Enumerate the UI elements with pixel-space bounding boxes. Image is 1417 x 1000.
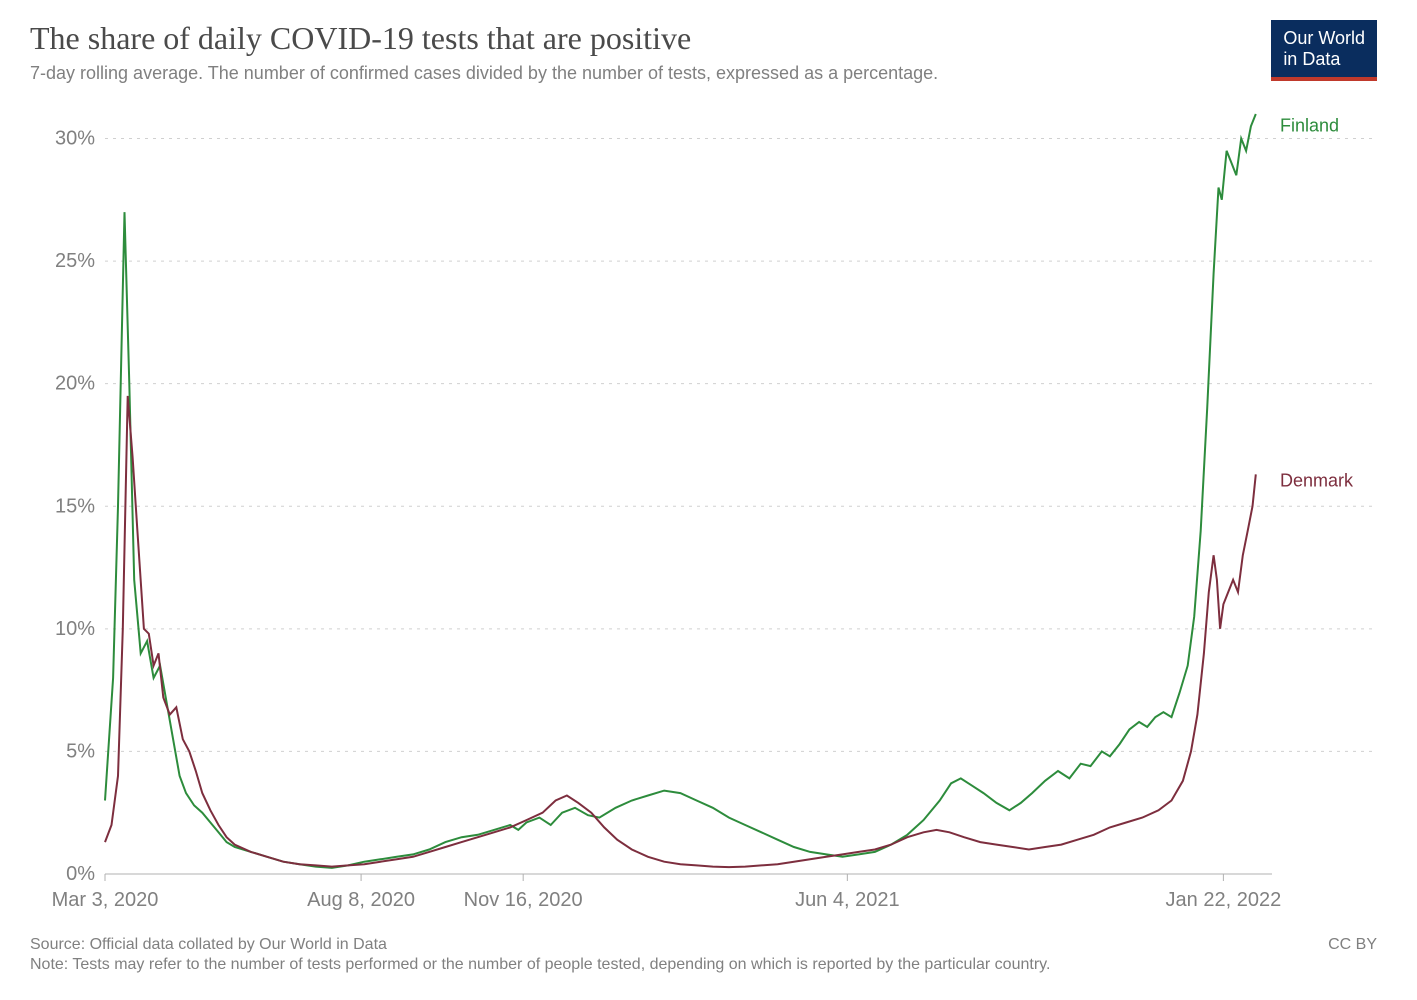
y-tick-label: 15% xyxy=(55,495,95,517)
y-tick-label: 5% xyxy=(66,740,95,762)
chart-title: The share of daily COVID-19 tests that a… xyxy=(30,20,1377,57)
x-tick-label: Nov 16, 2020 xyxy=(464,889,583,911)
x-tick-label: Jan 22, 2022 xyxy=(1166,889,1282,911)
series-line-finland xyxy=(105,114,1256,868)
series-line-denmark xyxy=(105,396,1256,867)
chart-svg: 0% 5% 10% 15% 20% 25% 30% Mar 3, 2020 Aug 8, 202… xyxy=(30,104,1377,924)
chart-subtitle: 7-day rolling average. The number of con… xyxy=(30,63,1377,84)
chart-header: The share of daily COVID-19 tests that a… xyxy=(30,20,1377,84)
series-label-finland: Finland xyxy=(1280,115,1339,135)
x-tick-label: Mar 3, 2020 xyxy=(52,889,159,911)
series-label-denmark: Denmark xyxy=(1280,471,1354,491)
footer-note: Note: Tests may refer to the number of t… xyxy=(30,956,1377,974)
x-tick-label: Jun 4, 2021 xyxy=(795,889,900,911)
y-tick-label: 25% xyxy=(55,250,95,272)
chart-footer: Source: Official data collated by Our Wo… xyxy=(30,936,1377,974)
x-tick-label: Aug 8, 2020 xyxy=(307,889,415,911)
y-tick-label: 30% xyxy=(55,128,95,150)
footer-source: Source: Official data collated by Our Wo… xyxy=(30,936,1377,954)
owid-logo: Our World in Data xyxy=(1271,20,1377,81)
footer-license: CC BY xyxy=(1328,936,1377,954)
y-tick-label: 0% xyxy=(66,863,95,885)
y-tick-label: 10% xyxy=(55,618,95,640)
chart-plot-area: 0% 5% 10% 15% 20% 25% 30% Mar 3, 2020 Aug 8, 202… xyxy=(30,104,1377,924)
y-tick-label: 20% xyxy=(55,373,95,395)
